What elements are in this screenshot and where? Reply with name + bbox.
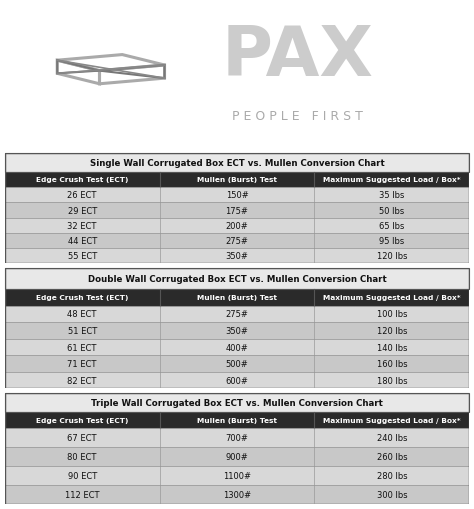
- FancyBboxPatch shape: [5, 249, 469, 264]
- Text: 100 lbs: 100 lbs: [376, 310, 407, 319]
- Text: 120 lbs: 120 lbs: [376, 252, 407, 261]
- FancyBboxPatch shape: [5, 466, 469, 485]
- Text: PAX: PAX: [221, 23, 374, 90]
- Text: 112 ECT: 112 ECT: [65, 490, 100, 499]
- FancyBboxPatch shape: [5, 339, 469, 356]
- Text: 275#: 275#: [226, 310, 248, 319]
- Text: Mullen (Burst) Test: Mullen (Burst) Test: [197, 177, 277, 183]
- Text: 1300#: 1300#: [223, 490, 251, 499]
- FancyBboxPatch shape: [5, 485, 469, 504]
- Text: 200#: 200#: [226, 221, 248, 231]
- Text: 29 ECT: 29 ECT: [67, 206, 97, 215]
- Text: Mullen (Burst) Test: Mullen (Burst) Test: [197, 295, 277, 300]
- FancyBboxPatch shape: [5, 173, 469, 188]
- Text: 61 ECT: 61 ECT: [67, 343, 97, 352]
- FancyBboxPatch shape: [5, 412, 469, 428]
- Text: 90 ECT: 90 ECT: [67, 471, 97, 480]
- FancyBboxPatch shape: [5, 269, 469, 289]
- Text: 65 lbs: 65 lbs: [379, 221, 404, 231]
- Text: Maximum Suggested Load / Box*: Maximum Suggested Load / Box*: [323, 177, 461, 183]
- Text: 240 lbs: 240 lbs: [376, 433, 407, 442]
- Text: 82 ECT: 82 ECT: [67, 376, 97, 385]
- FancyBboxPatch shape: [5, 203, 469, 218]
- FancyBboxPatch shape: [5, 393, 469, 412]
- Text: 180 lbs: 180 lbs: [376, 376, 407, 385]
- Text: 140 lbs: 140 lbs: [376, 343, 407, 352]
- FancyBboxPatch shape: [5, 289, 469, 306]
- Text: 900#: 900#: [226, 452, 248, 461]
- Text: 48 ECT: 48 ECT: [67, 310, 97, 319]
- Text: 500#: 500#: [226, 359, 248, 369]
- Text: Mullen (Burst) Test: Mullen (Burst) Test: [197, 417, 277, 423]
- Text: 175#: 175#: [226, 206, 248, 215]
- Text: P E O P L E   F I R S T: P E O P L E F I R S T: [232, 109, 363, 123]
- Text: 260 lbs: 260 lbs: [376, 452, 407, 461]
- Text: 50 lbs: 50 lbs: [379, 206, 404, 215]
- Text: 150#: 150#: [226, 191, 248, 200]
- Text: 32 ECT: 32 ECT: [67, 221, 97, 231]
- Text: Double Wall Corrugated Box ECT vs. Mullen Conversion Chart: Double Wall Corrugated Box ECT vs. Mulle…: [88, 274, 386, 284]
- Text: 71 ECT: 71 ECT: [67, 359, 97, 369]
- Text: 55 ECT: 55 ECT: [67, 252, 97, 261]
- Text: 400#: 400#: [226, 343, 248, 352]
- Text: Edge Crush Test (ECT): Edge Crush Test (ECT): [36, 295, 128, 300]
- Text: 350#: 350#: [226, 252, 248, 261]
- Text: Maximum Suggested Load / Box*: Maximum Suggested Load / Box*: [323, 295, 461, 300]
- Text: Single Wall Corrugated Box ECT vs. Mullen Conversion Chart: Single Wall Corrugated Box ECT vs. Mulle…: [90, 158, 384, 167]
- FancyBboxPatch shape: [5, 234, 469, 249]
- FancyBboxPatch shape: [5, 188, 469, 203]
- FancyBboxPatch shape: [5, 428, 469, 447]
- FancyBboxPatch shape: [5, 218, 469, 234]
- Text: 67 ECT: 67 ECT: [67, 433, 97, 442]
- Text: 80 ECT: 80 ECT: [67, 452, 97, 461]
- Text: 35 lbs: 35 lbs: [379, 191, 404, 200]
- Text: 120 lbs: 120 lbs: [376, 326, 407, 335]
- Text: Maximum Suggested Load / Box*: Maximum Suggested Load / Box*: [323, 417, 461, 423]
- FancyBboxPatch shape: [5, 356, 469, 372]
- Text: Triple Wall Corrugated Box ECT vs. Mullen Conversion Chart: Triple Wall Corrugated Box ECT vs. Mulle…: [91, 399, 383, 408]
- Text: Edge Crush Test (ECT): Edge Crush Test (ECT): [36, 417, 128, 423]
- Text: 51 ECT: 51 ECT: [67, 326, 97, 335]
- Text: 280 lbs: 280 lbs: [376, 471, 407, 480]
- FancyBboxPatch shape: [5, 372, 469, 389]
- FancyBboxPatch shape: [5, 154, 469, 173]
- Text: 1100#: 1100#: [223, 471, 251, 480]
- Text: 275#: 275#: [226, 237, 248, 245]
- Text: Edge Crush Test (ECT): Edge Crush Test (ECT): [36, 177, 128, 183]
- Text: 26 ECT: 26 ECT: [67, 191, 97, 200]
- Text: 700#: 700#: [226, 433, 248, 442]
- FancyBboxPatch shape: [5, 447, 469, 466]
- FancyBboxPatch shape: [5, 306, 469, 323]
- Text: 350#: 350#: [226, 326, 248, 335]
- Text: 600#: 600#: [226, 376, 248, 385]
- Text: 95 lbs: 95 lbs: [379, 237, 404, 245]
- FancyBboxPatch shape: [5, 323, 469, 339]
- Text: 300 lbs: 300 lbs: [376, 490, 407, 499]
- Text: 160 lbs: 160 lbs: [376, 359, 407, 369]
- Text: 44 ECT: 44 ECT: [67, 237, 97, 245]
